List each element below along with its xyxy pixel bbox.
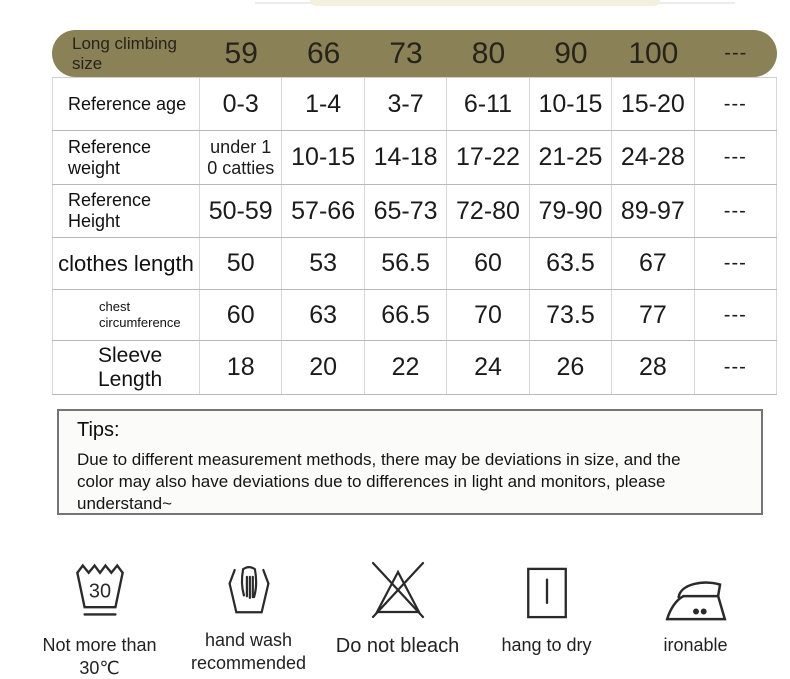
care-item-wash-30: 30 Not more than 30℃ (25, 545, 174, 679)
table-cell: 24 (447, 341, 530, 394)
table-cell: 57-66 (282, 185, 365, 237)
table-row-sleeve-length: Sleeve Length 18 20 22 24 26 28 --- (52, 341, 777, 395)
table-cell: 65-73 (365, 185, 448, 237)
iron-icon (664, 545, 728, 623)
size-table-body: Reference age 0-3 1-4 3-7 6-11 10-15 15-… (52, 77, 777, 395)
table-cell: 3-7 (365, 78, 448, 130)
table-row-reference-height: Reference Height 50-59 57-66 65-73 72-80… (52, 185, 777, 238)
care-label: hang to dry (501, 635, 592, 655)
table-cell: --- (695, 131, 777, 184)
care-symbols-row: 30 Not more than 30℃ hand wash (25, 545, 770, 679)
tips-box: Tips: Due to different measurement metho… (57, 409, 763, 515)
care-label: ironable (663, 635, 728, 655)
size-table-header: Long climbing size 59 66 73 80 90 100 --… (52, 30, 777, 77)
table-cell: 77 (612, 290, 695, 340)
size-column-header: 59 (224, 36, 258, 70)
do-not-bleach-icon (365, 545, 431, 623)
table-row-chest-circumference: chest circumference 60 63 66.5 70 73.5 7… (52, 290, 777, 341)
table-cell: 89-97 (612, 185, 695, 237)
table-cell: 60 (447, 238, 530, 289)
table-cell: 0-3 (200, 78, 283, 130)
table-cell: --- (695, 185, 777, 237)
care-label: Not more than 30℃ (42, 635, 157, 678)
table-cell: under 1 0 catties (200, 131, 283, 184)
table-cell: 60 (200, 290, 283, 340)
table-cell: --- (695, 78, 777, 130)
size-table: Long climbing size 59 66 73 80 90 100 --… (52, 30, 777, 395)
table-cell: 20 (282, 341, 365, 394)
size-column-header: 73 (389, 36, 423, 70)
row-label: Reference weight (52, 131, 200, 184)
table-cell: 24-28 (612, 131, 695, 184)
table-cell: 28 (612, 341, 695, 394)
table-row-reference-weight: Reference weight under 1 0 catties 10-15… (52, 131, 777, 185)
table-cell: 56.5 (365, 238, 448, 289)
care-item-ironable: ironable (621, 545, 770, 679)
table-cell: 50-59 (200, 185, 283, 237)
table-row-reference-age: Reference age 0-3 1-4 3-7 6-11 10-15 15-… (52, 78, 777, 131)
svg-text:30: 30 (88, 580, 110, 602)
hand-wash-icon (222, 545, 276, 623)
row-label: Sleeve Length (52, 341, 200, 394)
table-cell: 70 (447, 290, 530, 340)
table-cell: --- (695, 290, 777, 340)
size-column-header: 90 (554, 36, 588, 70)
table-cell: 15-20 (612, 78, 695, 130)
size-table-title: Long climbing size (72, 34, 177, 73)
care-item-hand-wash: hand wash recommended (174, 545, 323, 679)
table-cell: 22 (365, 341, 448, 394)
table-cell: 63 (282, 290, 365, 340)
table-cell: --- (695, 238, 777, 289)
table-cell: 66.5 (365, 290, 448, 340)
row-label: clothes length (52, 238, 200, 289)
table-cell: 10-15 (282, 131, 365, 184)
table-row-clothes-length: clothes length 50 53 56.5 60 63.5 67 --- (52, 238, 777, 290)
tips-body-text: Due to different measurement methods, th… (77, 450, 681, 513)
care-item-do-not-bleach: Do not bleach (323, 545, 472, 679)
size-column-header: 80 (471, 36, 506, 70)
table-cell: 21-25 (530, 131, 613, 184)
table-cell: 67 (612, 238, 695, 289)
table-cell: 14-18 (365, 131, 448, 184)
table-cell: 6-11 (447, 78, 530, 130)
size-column-header-empty: --- (724, 42, 748, 64)
size-column-header: 66 (306, 36, 341, 70)
table-cell: 72-80 (447, 185, 530, 237)
table-cell: 73.5 (530, 290, 613, 340)
wash-30-icon: 30 (71, 545, 129, 623)
table-cell: 18 (200, 341, 283, 394)
table-cell: 63.5 (530, 238, 613, 289)
hang-to-dry-icon (522, 545, 572, 623)
table-cell: 10-15 (530, 78, 613, 130)
top-crop-artifact-bar (310, 0, 660, 6)
table-cell: 50 (200, 238, 283, 289)
row-label: chest circumference (52, 290, 200, 340)
table-cell: 26 (530, 341, 613, 394)
table-cell: --- (695, 341, 777, 394)
row-label: Reference Height (52, 185, 200, 237)
row-label: Reference age (52, 78, 200, 130)
care-label: Do not bleach (335, 635, 460, 657)
tips-title: Tips: (77, 419, 120, 441)
table-cell: 17-22 (447, 131, 530, 184)
table-cell: 79-90 (530, 185, 613, 237)
care-item-hang-to-dry: hang to dry (472, 545, 621, 679)
care-label: hand wash recommended (190, 630, 307, 673)
table-cell: 53 (282, 238, 365, 289)
size-column-header: 100 (628, 36, 679, 70)
table-cell: 1-4 (282, 78, 365, 130)
